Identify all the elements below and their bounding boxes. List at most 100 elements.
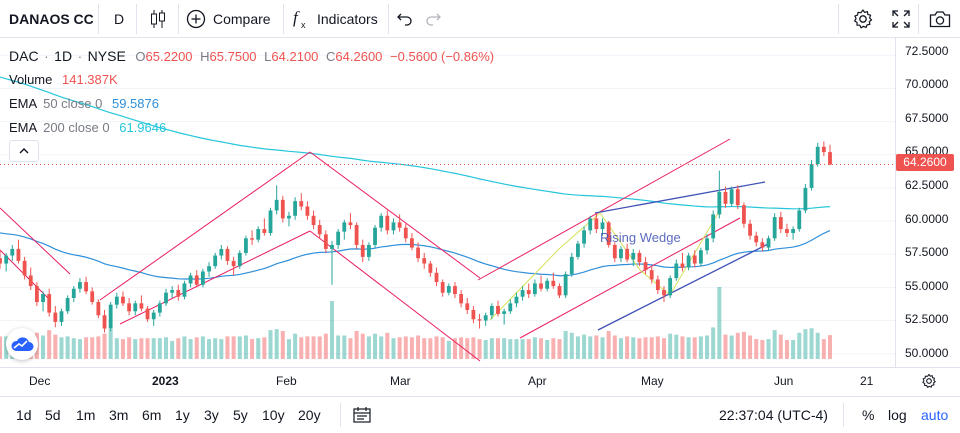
volume-bar [471, 337, 476, 359]
candle-body [366, 244, 371, 257]
volume-bar [459, 337, 464, 359]
log-scale-toggle[interactable]: log [888, 407, 907, 423]
volume-bar [65, 336, 70, 359]
candle-body [440, 282, 445, 293]
ema50-label[interactable]: EMA [9, 96, 37, 111]
timezone-clock[interactable]: 22:37:04 (UTC-4) [719, 407, 828, 423]
range-button-6m[interactable]: 6m [142, 407, 162, 423]
candle-body [742, 205, 746, 224]
time-tick-label: 21 [860, 374, 874, 388]
range-button-5y[interactable]: 5y [233, 407, 248, 423]
candle-body [582, 230, 586, 244]
candle-body [262, 229, 267, 234]
volume-bar [0, 336, 2, 359]
candle-body [360, 244, 365, 257]
volume-bar [723, 334, 728, 359]
candle-body [692, 255, 697, 264]
candle-body [373, 227, 377, 245]
range-button-10y[interactable]: 10y [262, 407, 285, 423]
volume-bar [539, 338, 544, 359]
compare-button[interactable]: Compare [186, 0, 271, 38]
volume-bar [434, 336, 439, 359]
candle-body [643, 262, 648, 271]
collapse-legend-button[interactable] [9, 140, 39, 162]
volume-bar [213, 338, 218, 359]
volume-bar [256, 338, 261, 359]
candle-body [330, 244, 334, 249]
auto-scale-toggle[interactable]: auto [921, 407, 949, 423]
ema50-value: 59.5876 [111, 96, 159, 111]
volume-bar [145, 338, 150, 359]
range-button-20y[interactable]: 20y [298, 407, 321, 423]
fullscreen-icon[interactable] [891, 0, 911, 38]
chart-type-candles-icon[interactable] [149, 0, 167, 38]
candle-body [59, 311, 64, 322]
volume-bar [102, 333, 107, 359]
volume-bar [182, 336, 187, 359]
candle-body [662, 290, 666, 296]
symbol-search-button[interactable]: DANAOS CC [9, 11, 93, 27]
redo-icon[interactable] [424, 0, 442, 38]
volume-bar [311, 336, 316, 359]
volume-label[interactable]: Volume [9, 72, 53, 87]
candle-body [785, 229, 789, 234]
range-button-5d[interactable]: 5d [45, 407, 61, 423]
candle-body [397, 222, 402, 228]
tradingview-logo[interactable] [6, 328, 38, 360]
volume-bar [754, 339, 759, 359]
range-button-1y[interactable]: 1y [175, 407, 190, 423]
range-button-3m[interactable]: 3m [109, 407, 129, 423]
candle-body [569, 256, 574, 275]
camera-snapshot-icon[interactable] [929, 0, 951, 38]
volume-bar [520, 339, 525, 359]
candle-body [809, 164, 814, 188]
candle-body [698, 250, 703, 264]
channel-trendline [477, 138, 731, 281]
volume-bar [200, 336, 205, 359]
price-axis[interactable]: 72.5000 70.0000 67.5000 65.0000 62.5000 60.00… [895, 38, 960, 367]
candle-body [637, 252, 642, 263]
axis-settings-gear-icon[interactable] [921, 373, 937, 389]
volume-bar [637, 338, 642, 359]
open-value: 65.2200 [145, 49, 193, 64]
undo-icon[interactable] [396, 0, 414, 38]
indicators-label: Indicators [317, 11, 378, 27]
range-button-1d[interactable]: 1d [16, 407, 32, 423]
percent-scale-toggle[interactable]: % [862, 407, 875, 423]
toolbar-divider [283, 4, 284, 34]
volume-bar [391, 338, 396, 359]
volume-bar [821, 339, 826, 359]
range-button-3y[interactable]: 3y [204, 407, 219, 423]
candle-body [410, 238, 414, 248]
candle-body [299, 201, 304, 207]
high-value: 65.7500 [209, 49, 257, 64]
volume-bar [618, 338, 623, 359]
candle-body [778, 217, 783, 230]
candle-body [465, 303, 470, 310]
volume-bar [698, 336, 703, 359]
price-chart-svg[interactable]: Rising Wedge [0, 38, 895, 367]
candle-body [71, 288, 76, 299]
low-value: 64.2100 [271, 49, 319, 64]
volume-bar [809, 328, 814, 359]
candle-body [10, 248, 15, 256]
chart-pane[interactable]: Rising Wedge DAC · 1D · NYSE O65.2200 H6… [0, 38, 895, 367]
volume-bar [127, 337, 132, 359]
volume-bar [489, 338, 494, 359]
range-button-1m[interactable]: 1m [76, 407, 96, 423]
toolbar-divider [340, 403, 341, 427]
legend-interval: 1D [54, 48, 73, 64]
volume-bar [612, 335, 617, 359]
interval-button[interactable]: D [114, 11, 125, 27]
settings-gear-icon[interactable] [852, 0, 874, 38]
time-axis[interactable]: Dec 2023 Feb Mar Apr May Jun 21 [0, 367, 960, 394]
goto-date-calendar-icon[interactable] [353, 406, 371, 423]
legend-symbol[interactable]: DAC [9, 48, 39, 64]
svg-text:f: f [293, 8, 300, 27]
candle-body [545, 280, 550, 289]
candle-body [680, 263, 685, 268]
ema200-label[interactable]: EMA [9, 120, 37, 135]
volume-bar [692, 337, 697, 359]
